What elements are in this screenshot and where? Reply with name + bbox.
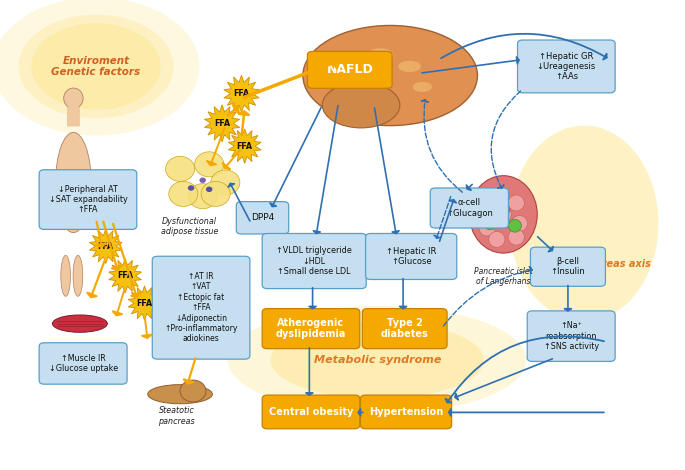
Text: FFA: FFA <box>234 89 249 98</box>
Ellipse shape <box>495 206 512 222</box>
Ellipse shape <box>52 315 108 332</box>
FancyBboxPatch shape <box>152 256 250 359</box>
Ellipse shape <box>148 384 212 404</box>
Text: Liver-pancreas axis: Liver-pancreas axis <box>544 259 651 269</box>
Ellipse shape <box>32 23 161 110</box>
Ellipse shape <box>201 181 230 206</box>
FancyBboxPatch shape <box>262 395 360 429</box>
Polygon shape <box>109 258 142 293</box>
Ellipse shape <box>199 178 206 183</box>
Polygon shape <box>128 286 161 321</box>
Ellipse shape <box>188 185 195 191</box>
Text: β-cell
↑Insulin: β-cell ↑Insulin <box>551 257 585 276</box>
FancyBboxPatch shape <box>430 188 508 228</box>
Ellipse shape <box>323 82 400 128</box>
Text: ↑Muscle IR
↓Glucose uptake: ↑Muscle IR ↓Glucose uptake <box>49 354 118 373</box>
Text: FFA: FFA <box>117 271 133 280</box>
FancyBboxPatch shape <box>527 311 615 361</box>
FancyBboxPatch shape <box>362 309 447 349</box>
Ellipse shape <box>512 216 527 231</box>
Text: DPP4: DPP4 <box>251 213 274 222</box>
Ellipse shape <box>482 197 499 213</box>
Text: ↓Peripheral AT
↓SAT expandability
↑FFA: ↓Peripheral AT ↓SAT expandability ↑FFA <box>49 185 127 214</box>
FancyBboxPatch shape <box>262 234 366 289</box>
FancyBboxPatch shape <box>236 202 288 234</box>
Ellipse shape <box>510 125 658 321</box>
Text: ↑Hepatic IR
↑Glucose: ↑Hepatic IR ↑Glucose <box>386 247 436 266</box>
Polygon shape <box>228 129 261 164</box>
FancyBboxPatch shape <box>67 107 80 126</box>
Text: ↑AT IR
↑VAT
↑Ectopic fat
↑FFA
↓Adiponectin
↑Pro-inflammatory
adiokines: ↑AT IR ↑VAT ↑Ectopic fat ↑FFA ↓Adiponect… <box>164 272 238 344</box>
Ellipse shape <box>368 48 393 62</box>
Ellipse shape <box>166 157 195 181</box>
Ellipse shape <box>188 184 217 209</box>
Ellipse shape <box>195 152 224 177</box>
FancyBboxPatch shape <box>530 247 606 286</box>
Text: Dysfunctional
adipose tissue: Dysfunctional adipose tissue <box>161 217 219 236</box>
Ellipse shape <box>508 219 521 232</box>
Ellipse shape <box>0 0 199 136</box>
FancyBboxPatch shape <box>39 343 127 384</box>
Ellipse shape <box>228 306 527 414</box>
Text: Steatotic
pancreas: Steatotic pancreas <box>158 407 195 426</box>
Ellipse shape <box>413 82 432 92</box>
Ellipse shape <box>508 195 524 211</box>
Ellipse shape <box>211 170 240 195</box>
Text: FFA: FFA <box>214 119 230 128</box>
FancyBboxPatch shape <box>262 309 360 349</box>
Polygon shape <box>224 75 259 112</box>
Ellipse shape <box>484 217 497 230</box>
Text: ↑VLDL triglyceride
↓HDL
↑Small dense LDL: ↑VLDL triglyceride ↓HDL ↑Small dense LDL <box>276 246 352 276</box>
Ellipse shape <box>489 231 505 247</box>
Ellipse shape <box>180 380 206 402</box>
Ellipse shape <box>303 25 477 125</box>
Text: Enviroment
Genetic factors: Enviroment Genetic factors <box>51 55 140 77</box>
Ellipse shape <box>55 133 91 233</box>
Text: ↑Na⁺
reabsorption
↑SNS activity: ↑Na⁺ reabsorption ↑SNS activity <box>544 321 599 351</box>
Ellipse shape <box>206 187 212 192</box>
Ellipse shape <box>508 229 524 245</box>
Ellipse shape <box>271 321 484 399</box>
Text: α-cell
↑Glucagon: α-cell ↑Glucagon <box>446 198 493 218</box>
FancyBboxPatch shape <box>366 234 457 280</box>
Text: NAFLD: NAFLD <box>326 63 373 76</box>
Text: ↑Hepatic GR
↓Ureagenesis
↑AAs: ↑Hepatic GR ↓Ureagenesis ↑AAs <box>537 52 596 81</box>
Text: Pancreatic islet
of Langerhans: Pancreatic islet of Langerhans <box>474 267 533 286</box>
Ellipse shape <box>479 220 495 236</box>
Text: FFA: FFA <box>136 298 153 308</box>
Polygon shape <box>89 229 122 264</box>
Ellipse shape <box>64 88 83 109</box>
Ellipse shape <box>353 76 369 85</box>
Ellipse shape <box>18 15 173 118</box>
Polygon shape <box>204 105 240 142</box>
Ellipse shape <box>398 61 421 72</box>
FancyBboxPatch shape <box>518 40 615 93</box>
Ellipse shape <box>469 176 537 253</box>
FancyBboxPatch shape <box>308 51 392 88</box>
Text: Hypertension: Hypertension <box>369 407 443 417</box>
FancyBboxPatch shape <box>39 170 137 229</box>
Ellipse shape <box>61 255 71 296</box>
Text: Metabolic syndrome: Metabolic syndrome <box>314 355 441 365</box>
FancyBboxPatch shape <box>360 395 451 429</box>
Text: Atherogenic
dyslipidemia: Atherogenic dyslipidemia <box>276 318 346 339</box>
Text: Central obesity: Central obesity <box>269 407 353 417</box>
Text: FFA: FFA <box>236 141 253 150</box>
Ellipse shape <box>497 204 510 216</box>
Text: FFA: FFA <box>98 242 114 251</box>
Text: Type 2
diabetes: Type 2 diabetes <box>381 318 429 339</box>
Ellipse shape <box>73 255 83 296</box>
Ellipse shape <box>169 181 198 206</box>
